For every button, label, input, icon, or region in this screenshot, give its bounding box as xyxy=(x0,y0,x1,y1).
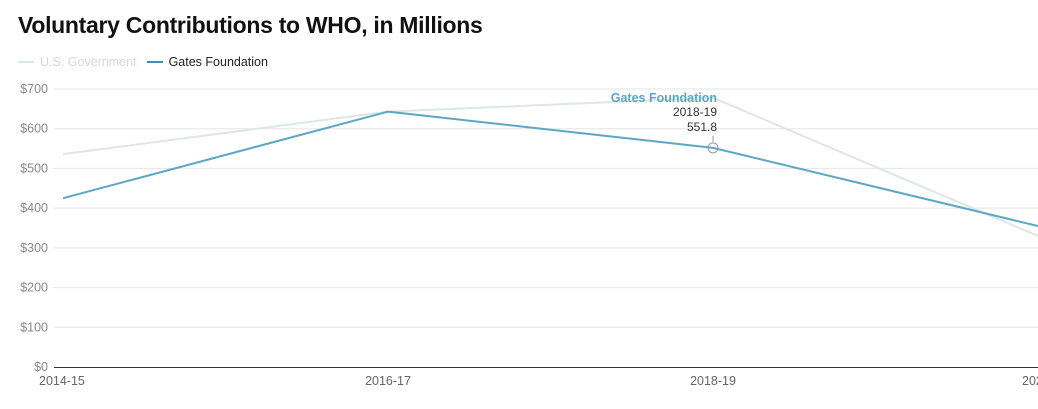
legend-label-gates-foundation: Gates Foundation xyxy=(168,55,268,69)
tooltip-value: 551.8 xyxy=(687,120,717,134)
tooltip-category: 2018-19 xyxy=(673,105,717,119)
y-tick-label: $200 xyxy=(20,281,48,295)
x-tick-label: 2016-17 xyxy=(365,374,411,388)
tooltip-series-name: Gates Foundation xyxy=(611,91,717,105)
chart-legend: U.S. Government Gates Foundation xyxy=(18,55,278,69)
x-tick-label: 2020- xyxy=(1022,374,1038,388)
series-line-gates-foundation xyxy=(62,110,1038,227)
legend-item-gates-foundation[interactable]: Gates Foundation xyxy=(146,55,268,69)
x-tick-label: 2014-15 xyxy=(39,374,85,388)
y-tick-label: $700 xyxy=(20,82,48,96)
x-tick-label: 2018-19 xyxy=(690,374,736,388)
chart-title: Voluntary Contributions to WHO, in Milli… xyxy=(18,12,483,38)
legend-swatch-gates-foundation xyxy=(146,61,163,63)
y-tick-label: $300 xyxy=(20,241,48,255)
series-line-us-government xyxy=(62,96,1038,237)
y-tick-label: $500 xyxy=(20,161,48,175)
y-tick-label: $600 xyxy=(20,122,48,136)
y-tick-label: $100 xyxy=(20,320,48,334)
highlight-point-marker xyxy=(707,142,719,154)
y-tick-label: $400 xyxy=(20,201,48,215)
legend-label-us-government: U.S. Government xyxy=(40,55,137,69)
legend-item-us-government[interactable]: U.S. Government xyxy=(18,55,137,69)
legend-swatch-us-government xyxy=(18,61,34,63)
y-tick-label: $0 xyxy=(34,360,48,374)
